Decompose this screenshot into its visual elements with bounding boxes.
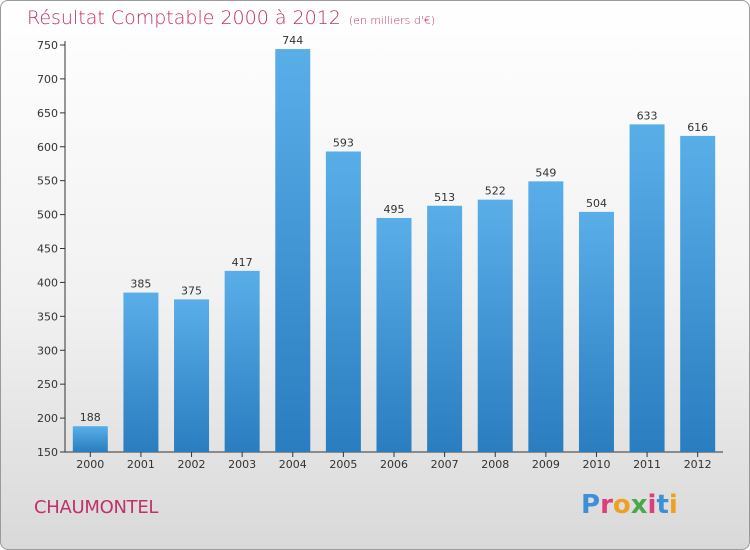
- bar: [528, 181, 564, 452]
- proxiti-logo: Proxiti: [581, 490, 678, 520]
- data-label: 188: [80, 411, 101, 424]
- bar: [123, 292, 159, 452]
- x-tick-label: 2007: [431, 458, 459, 471]
- logo-letter: t: [656, 490, 669, 520]
- y-tick-label: 450: [37, 243, 58, 256]
- chart-title-text: Résultat Comptable 2000 à 2012: [27, 7, 341, 29]
- x-tick-label: 2002: [178, 458, 206, 471]
- logo-letter: x: [630, 490, 648, 520]
- data-label: 495: [384, 203, 405, 216]
- bar: [224, 270, 260, 452]
- y-tick-label: 300: [37, 344, 58, 357]
- logo-letter: i: [647, 490, 657, 520]
- bar: [376, 217, 412, 452]
- data-label: 593: [333, 136, 354, 149]
- data-label: 549: [535, 166, 556, 179]
- bar: [275, 49, 311, 452]
- y-tick-label: 750: [37, 39, 58, 52]
- data-label: 375: [181, 284, 202, 297]
- y-tick-label: 400: [37, 276, 58, 289]
- bar: [72, 426, 108, 452]
- y-tick-label: 550: [37, 175, 58, 188]
- data-label: 513: [434, 191, 455, 204]
- x-tick-label: 2001: [127, 458, 155, 471]
- y-tick-label: 350: [37, 310, 58, 323]
- bar: [680, 135, 716, 452]
- bar: [629, 124, 665, 453]
- chart-title: Résultat Comptable 2000 à 2012 (en millie…: [27, 7, 435, 29]
- x-tick-label: 2009: [532, 458, 560, 471]
- chart-subtitle: (en milliers d'€): [348, 14, 436, 27]
- data-label: 522: [485, 185, 506, 198]
- x-tick-label: 2005: [329, 458, 357, 471]
- y-tick-label: 150: [37, 446, 58, 459]
- y-tick-label: 650: [37, 107, 58, 120]
- x-tick-label: 2012: [684, 458, 712, 471]
- logo-letter: i: [668, 490, 678, 520]
- logo-letter: o: [612, 490, 631, 520]
- data-label: 417: [232, 256, 253, 269]
- y-tick-label: 200: [37, 412, 58, 425]
- y-tick-label: 700: [37, 73, 58, 86]
- data-label: 504: [586, 197, 607, 210]
- data-label: 385: [130, 278, 151, 291]
- y-tick-label: 500: [37, 209, 58, 222]
- logo-letter: P: [581, 490, 601, 520]
- bar: [174, 299, 210, 452]
- x-tick-label: 2011: [633, 458, 661, 471]
- bar: [325, 151, 361, 452]
- x-tick-label: 2010: [582, 458, 610, 471]
- data-label: 633: [637, 109, 658, 122]
- x-tick-label: 2003: [228, 458, 256, 471]
- x-tick-label: 2000: [76, 458, 104, 471]
- logo-letter: r: [600, 490, 613, 520]
- data-label: 744: [282, 34, 303, 47]
- bar: [427, 205, 463, 452]
- data-label: 616: [687, 121, 708, 134]
- x-tick-label: 2004: [279, 458, 307, 471]
- x-tick-label: 2006: [380, 458, 408, 471]
- y-tick-label: 600: [37, 141, 58, 154]
- y-tick-label: 250: [37, 378, 58, 391]
- bar: [578, 211, 614, 452]
- bar: [477, 199, 513, 452]
- x-tick-label: 2008: [481, 458, 509, 471]
- city-name: CHAUMONTEL: [34, 497, 159, 518]
